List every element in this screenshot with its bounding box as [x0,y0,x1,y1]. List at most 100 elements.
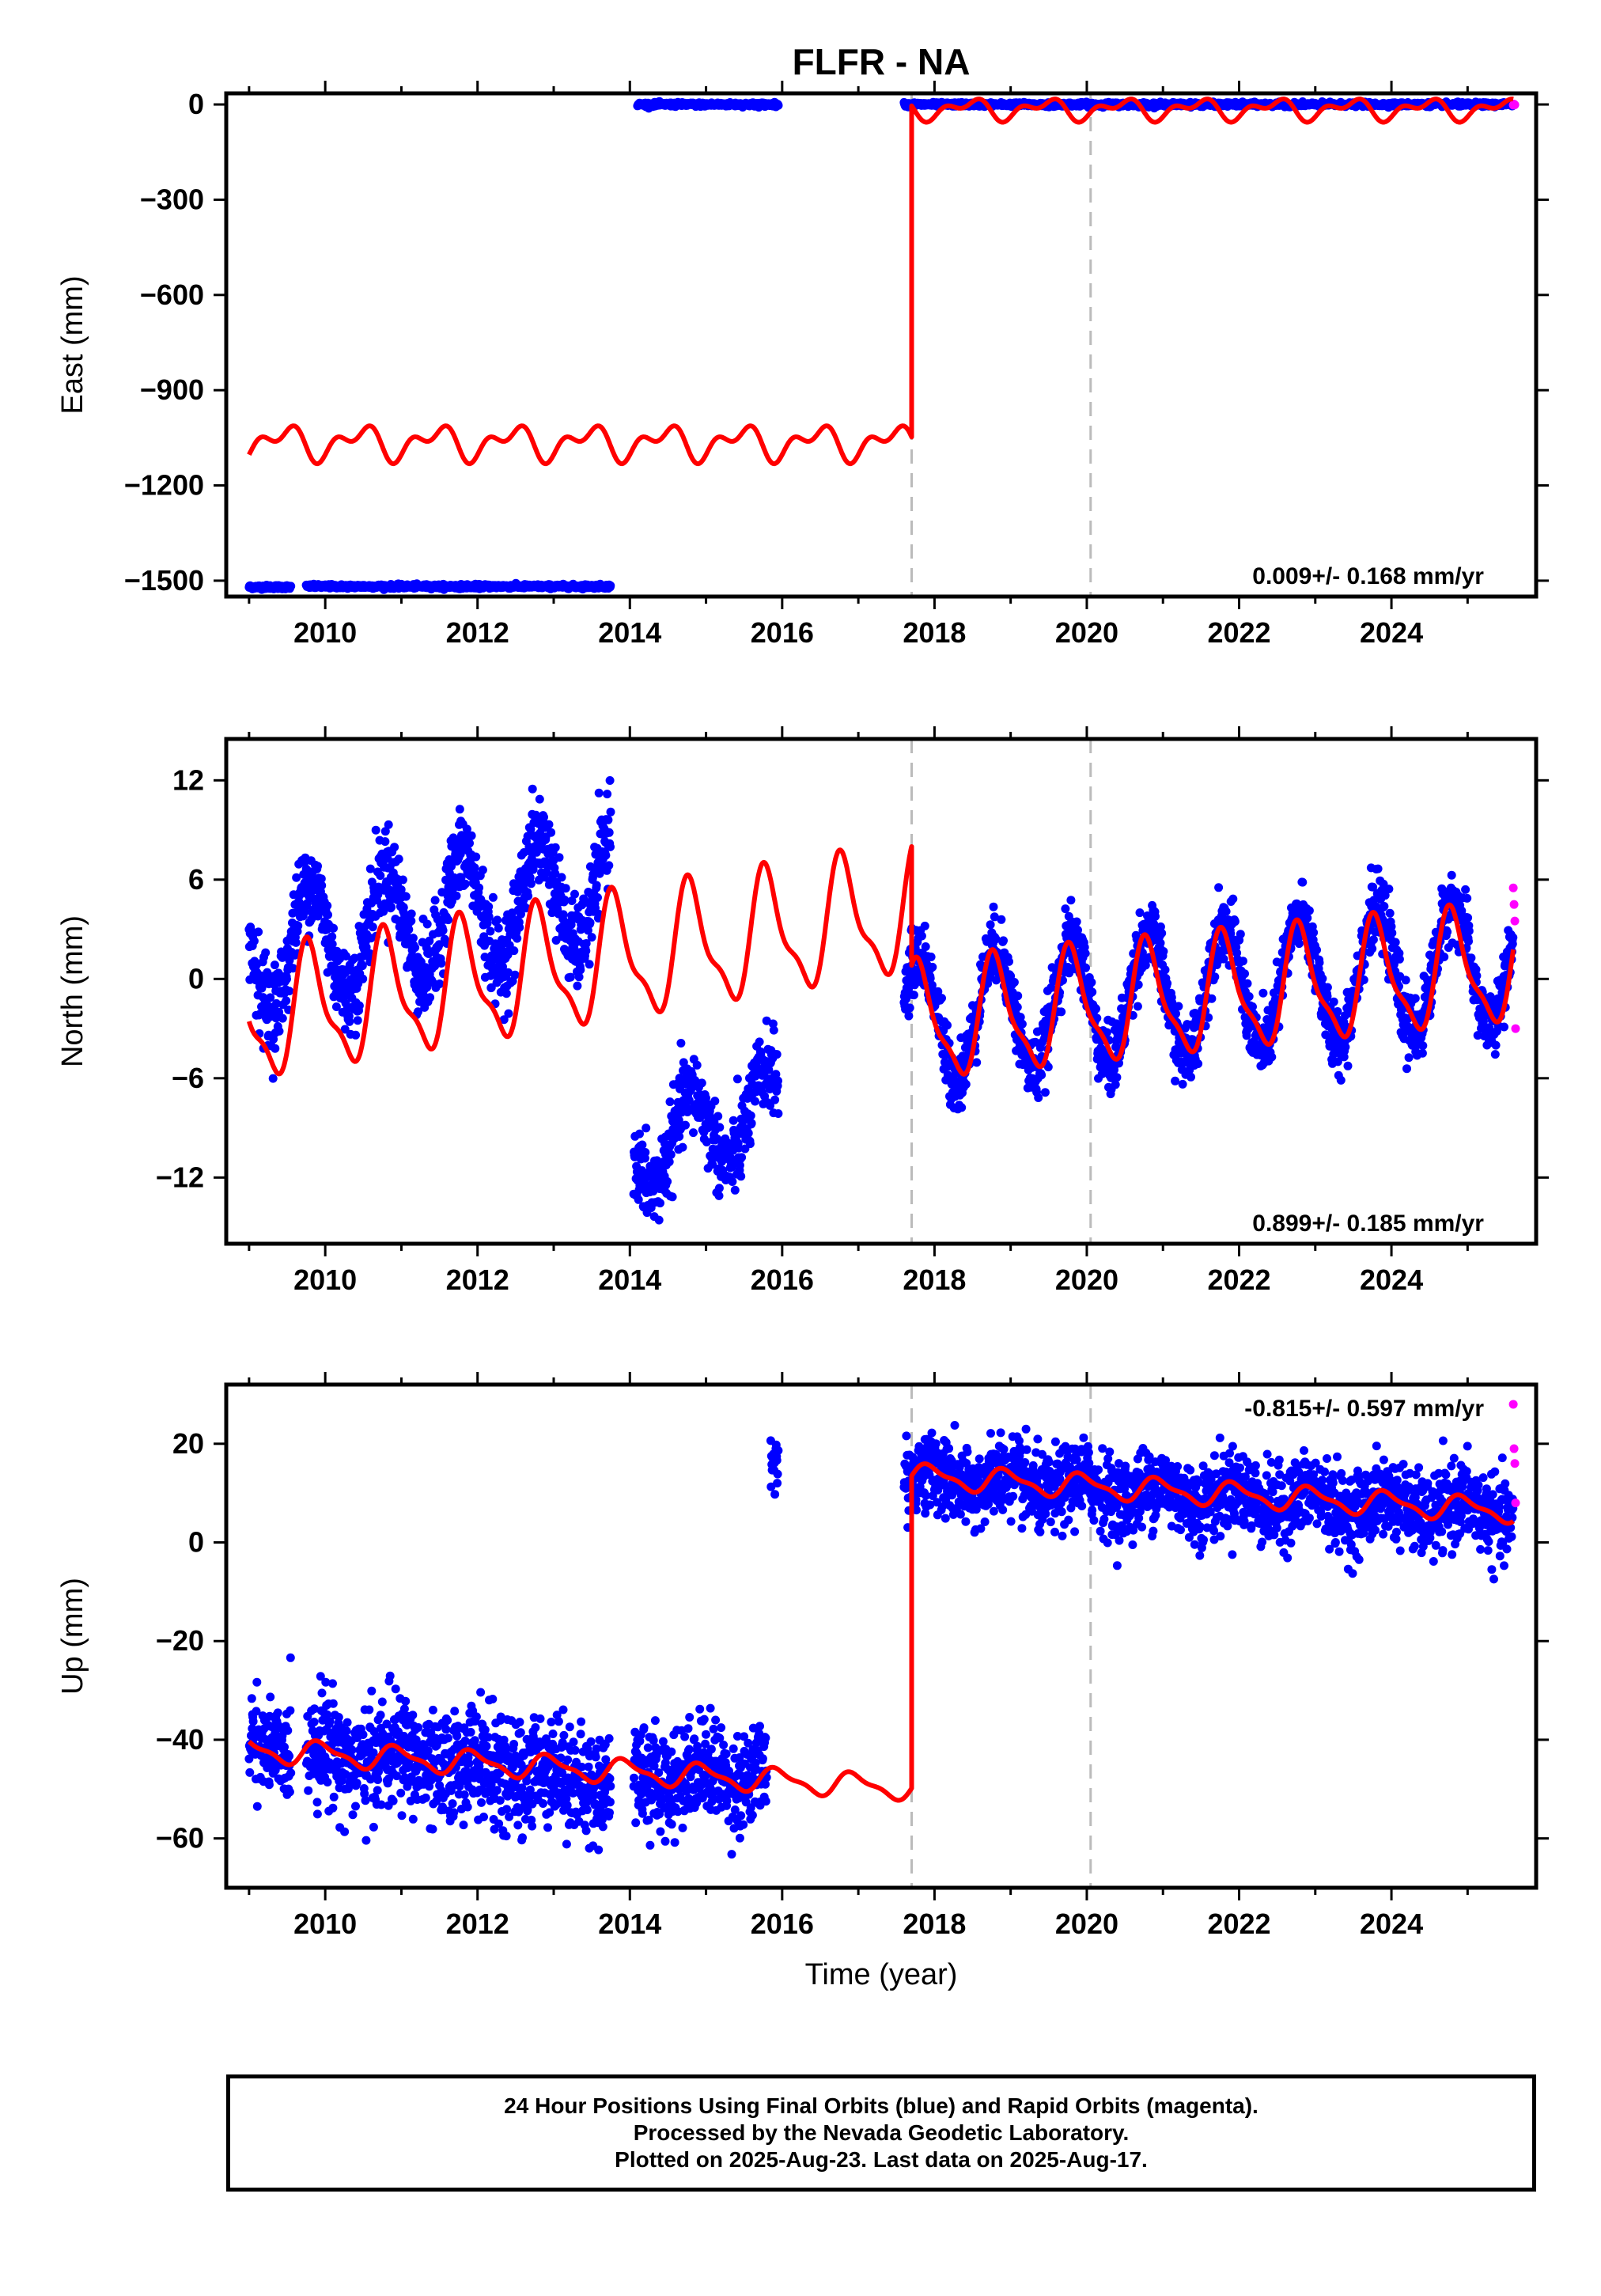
observation-point [368,923,377,932]
observation-point [396,885,406,894]
observation-point [426,993,435,1002]
observation-point [654,1215,664,1225]
observation-point [249,936,259,945]
observation-point [689,1128,698,1138]
observation-point [638,1140,647,1150]
observation-point [554,853,564,862]
observation-point [452,891,461,900]
observation-point [917,931,926,941]
observation-point [585,960,594,969]
observation-point [401,892,411,901]
observation-point [713,1112,723,1121]
observation-point [494,923,503,933]
observation-point [271,1044,280,1053]
observation-point [943,1021,952,1030]
observation-point [438,926,448,935]
observation-series [244,776,1518,1225]
observation-point [606,842,615,851]
observation-point [665,1097,675,1107]
observation-point [604,815,613,824]
observation-point [635,1129,644,1139]
observation-point [274,1026,284,1036]
observation-point [570,889,579,899]
observation-point [523,832,532,841]
observation-point [664,1157,674,1166]
observation-point [762,1016,771,1025]
observation-series [244,97,1518,594]
observation-point [606,581,615,590]
observation-point [544,820,554,829]
observation-point [527,879,536,888]
observation-point [503,968,513,977]
x-tick-label: 2014 [598,616,661,649]
observation-point [510,970,520,979]
model-curve [247,97,1516,467]
observation-point [272,998,281,1008]
observation-point [291,938,301,947]
observation-point [293,921,303,930]
observation-point [365,864,375,873]
observation-point [261,948,271,957]
observation-point [603,790,612,799]
observation-point [398,875,407,885]
observation-point [489,970,498,979]
observation-point [407,916,416,926]
observation-point [422,983,432,992]
observation-point [574,972,584,982]
observation-point [714,1184,724,1193]
observation-point [737,1153,747,1162]
observation-point [547,828,556,837]
y-tick-label: −1500 [124,564,204,597]
rapid-point [1510,100,1520,109]
observation-point [551,869,560,878]
observation-point [422,919,432,929]
observation-point [551,843,560,852]
observation-point [331,1002,341,1011]
observation-point [587,933,596,942]
observation-point [769,1025,778,1035]
observation-point [921,942,930,951]
observation-point [535,794,544,804]
observation-point [641,1148,650,1157]
observation-point [399,909,409,919]
observation-point [663,1176,672,1186]
observation-point [557,873,566,882]
observation-point [558,910,568,919]
observation-point [972,1058,982,1067]
observation-point [528,784,537,794]
observation-point [345,1017,354,1026]
observation-point [486,926,495,936]
observation-point [674,1116,683,1125]
observation-point [407,909,416,919]
observation-point [358,974,368,983]
observation-point [478,866,487,875]
observation-point [435,979,445,988]
observation-point [927,980,937,990]
observation-point [317,881,327,890]
observation-point [324,910,332,919]
observation-point [501,989,511,998]
observation-point [303,899,312,908]
observation-point [515,923,524,932]
observation-point [286,582,296,591]
observation-point [387,903,396,911]
observation-point [594,788,604,798]
observation-point [766,1101,774,1110]
observation-point [772,1050,782,1059]
observation-point [928,962,937,972]
observation-point [679,1058,688,1067]
observation-point [594,909,604,919]
observation-point [708,1160,717,1169]
observation-point [282,975,291,983]
observation-point [332,946,342,956]
observation-point [351,1030,361,1040]
observation-point [434,940,444,949]
observation-point [736,1172,746,1181]
observation-point [678,1142,687,1152]
y-axis-label: East (mm) [56,275,89,414]
x-tick-label: 2010 [293,616,357,649]
observation-point [292,873,301,882]
observation-point [604,828,614,837]
observation-point [581,946,591,956]
y-tick-label: −300 [140,183,204,215]
